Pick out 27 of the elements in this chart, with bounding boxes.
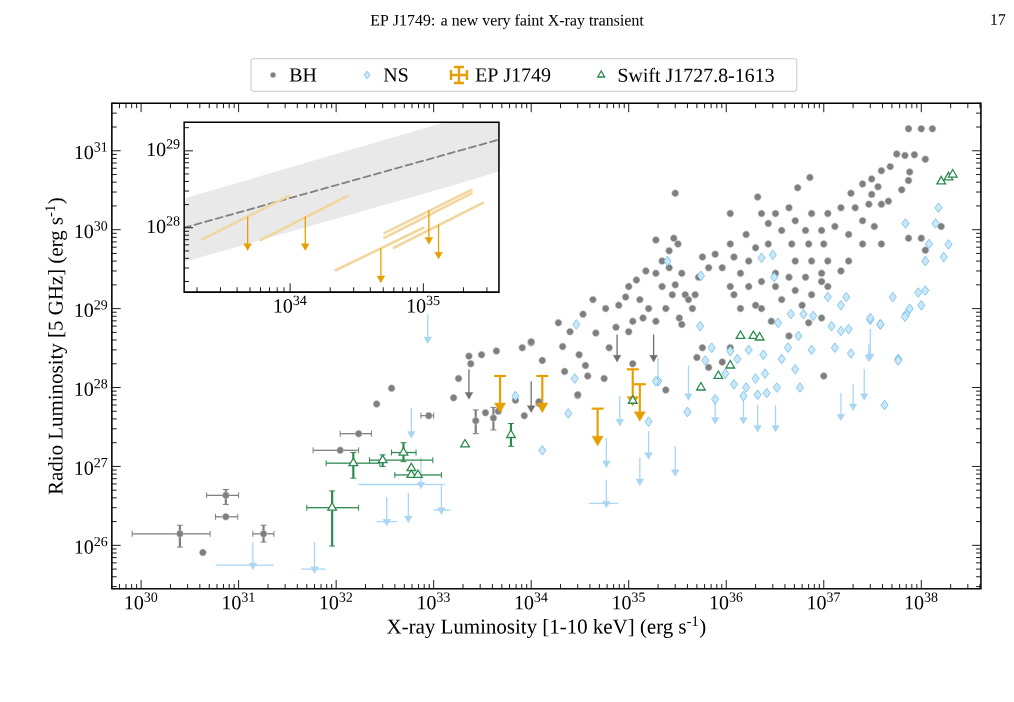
x-tick-label: 10$^{35}$ [407,295,440,313]
y-tick-label: 10$^{27}$ [75,457,108,475]
legend-label: BH [289,68,317,82]
legend-label: EP J1749 [475,68,551,82]
x-tick-label: 10$^{36}$ [710,592,743,610]
x-tick-label: 10$^{34}$ [515,592,548,610]
legend-label: Swift J1727.8-1613 [618,67,774,83]
x-tick-label: 10$^{33}$ [418,592,450,610]
legend-label: NS [383,68,408,82]
y-tick-label: 10$^{29}$ [147,139,180,157]
x-tick-label: 10$^{34}$ [274,295,307,313]
y-tick-label: 10$^{26}$ [75,536,108,554]
text: EP J1749: a new very faint X-ray transient [370,14,644,29]
y-tick-label: 10$^{28}$ [75,379,108,396]
y-tick-label: 10$^{29}$ [75,300,108,318]
x-tick-label: 10$^{30}$ [125,592,158,610]
y-axis-title: Radio Luminosity [5 GHz] (erg s$^{-1}$) [45,198,68,495]
x-tick-label: 10$^{31}$ [223,592,255,610]
y-tick-label: 10$^{31}$ [75,142,107,160]
y-tick-label: 10$^{28}$ [147,216,180,234]
y-tick-label: 10$^{30}$ [75,221,108,239]
text: 17 [991,14,1006,25]
x-tick-label: 10$^{37}$ [808,592,841,610]
x-tick-label: 10$^{35}$ [613,592,645,610]
x-tick-label: 10$^{32}$ [320,592,353,610]
x-tick-label: 10$^{38}$ [905,592,938,610]
x-axis-title: X-ray Luminosity [1-10 keV] (erg s$^{-1}$) [387,616,706,638]
